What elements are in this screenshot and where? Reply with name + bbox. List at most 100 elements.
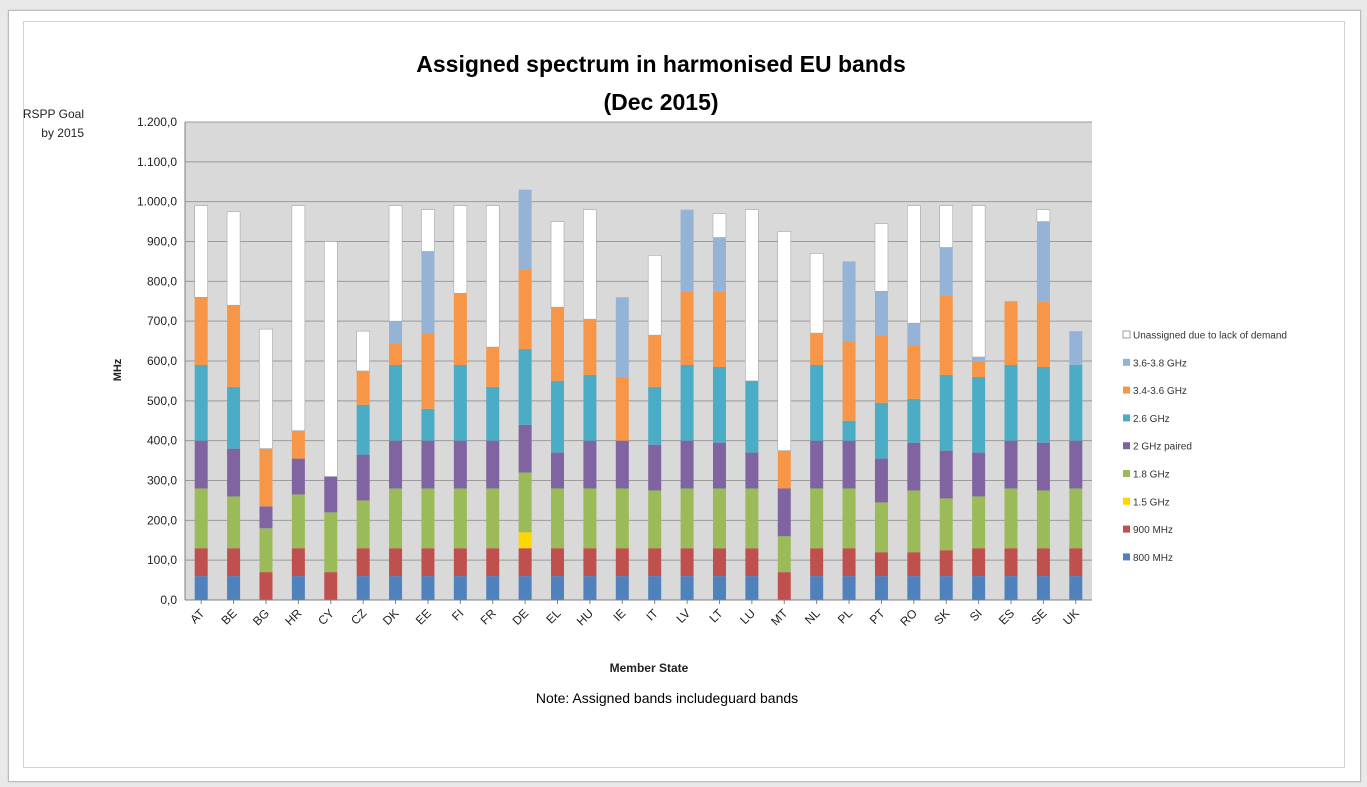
bar-segment [1036, 548, 1050, 577]
bar-segment [550, 221, 565, 308]
goal-label-line2: by 2015 [41, 126, 84, 140]
x-tick-label: DK [380, 606, 402, 628]
x-tick-label: SI [967, 606, 985, 624]
chart-area-border [23, 21, 1345, 768]
bar-segment [1069, 576, 1083, 600]
bar-segment [421, 251, 435, 334]
bar-segment [809, 253, 824, 334]
bar-segment [648, 490, 662, 549]
x-tick-label: PL [835, 606, 856, 627]
bar-segment [1036, 209, 1051, 222]
bar-segment [551, 380, 565, 453]
bar-segment [1004, 548, 1018, 577]
bar-segment [1036, 301, 1050, 367]
bar-segment [745, 380, 759, 453]
chart-subtitle: (Dec 2015) [603, 89, 718, 115]
bar-segment [842, 420, 856, 441]
bar-segment [874, 458, 888, 503]
bar-segment [356, 576, 370, 600]
bar-segment [1069, 440, 1083, 489]
bar-segment [227, 305, 241, 387]
bar-segment [810, 488, 824, 549]
legend-swatch [1123, 525, 1130, 533]
x-tick-label: HU [574, 606, 596, 628]
bar-segment [486, 576, 500, 600]
bar-segment [356, 548, 370, 577]
bar-segment [583, 440, 597, 489]
bar-segment [356, 404, 370, 455]
x-tick-label: IT [643, 606, 661, 624]
legend-swatch [1123, 553, 1130, 561]
bar-segment [356, 500, 370, 549]
bar-segment [291, 576, 305, 600]
x-tick-label: SK [931, 606, 952, 627]
bar-segment [453, 440, 467, 489]
bar-segment [1069, 331, 1083, 365]
bar-segment [615, 440, 629, 489]
bar-segment [648, 335, 662, 387]
bar-segment [615, 488, 629, 549]
bar-segment [615, 548, 629, 577]
bar-segment [1004, 488, 1018, 549]
bar-segment [777, 450, 791, 489]
bar-segment [421, 440, 435, 489]
bar-segment [907, 205, 921, 324]
bar-segment [1036, 576, 1050, 600]
bar-segment [194, 440, 208, 489]
bar-segment [389, 548, 403, 577]
bar-segment [194, 488, 208, 549]
legend-entry: 1.8 GHz [1133, 470, 1170, 481]
bar-segment [551, 548, 565, 577]
bar-segment [421, 209, 435, 252]
x-tick-label: FI [449, 606, 466, 623]
x-tick-label: LV [674, 606, 694, 626]
bar-segment [421, 548, 435, 577]
bar-segment [647, 255, 662, 336]
y-tick-label: 400,0 [147, 434, 177, 448]
bar-segment [259, 448, 273, 507]
bar-segment [583, 374, 597, 441]
bar-segment [712, 237, 726, 292]
y-tick-label: 600,0 [147, 354, 177, 368]
y-tick-label: 300,0 [147, 474, 177, 488]
bar-segment [291, 458, 305, 495]
bar-segment [1069, 548, 1083, 577]
bar-segment [810, 364, 824, 441]
bar-segment [712, 366, 726, 443]
legend-swatch [1123, 414, 1130, 422]
bar-segment [972, 361, 986, 377]
legend-entry: 900 MHz [1133, 525, 1173, 536]
legend-swatch [1123, 442, 1130, 450]
bar-segment [1036, 442, 1050, 491]
legend-entry: 1.5 GHz [1133, 497, 1170, 508]
bar-segment [389, 576, 403, 600]
x-tick-label: ES [996, 606, 1017, 627]
bar-segment [712, 213, 727, 238]
bar-segment [421, 333, 435, 409]
bar-segment [648, 548, 662, 577]
chart-note: Note: Assigned bands includeguard bands [536, 690, 798, 706]
x-tick-label: MT [768, 606, 791, 629]
bar-segment [972, 376, 986, 453]
bar-segment [971, 205, 986, 358]
bar-segment [680, 576, 694, 600]
bar-segment [1069, 488, 1083, 549]
bar-segment [389, 488, 403, 549]
bar-segment [777, 231, 792, 451]
bar-segment [777, 488, 791, 537]
bar-segment [518, 189, 532, 270]
bar-segment [907, 323, 921, 346]
bar-segment [291, 548, 305, 577]
x-tick-label: EE [413, 606, 434, 627]
bar-segment [551, 307, 565, 381]
bar-segment [194, 205, 208, 298]
bar-segment [810, 333, 824, 365]
bar-segment [810, 548, 824, 577]
bar-segment [421, 576, 435, 600]
bar-segment [259, 528, 273, 573]
bar-segment [874, 335, 888, 403]
bar-segment [194, 297, 208, 365]
x-tick-label: SE [1028, 606, 1049, 627]
legend-entry: 2.6 GHz [1133, 414, 1170, 425]
bar-segment [939, 576, 953, 600]
